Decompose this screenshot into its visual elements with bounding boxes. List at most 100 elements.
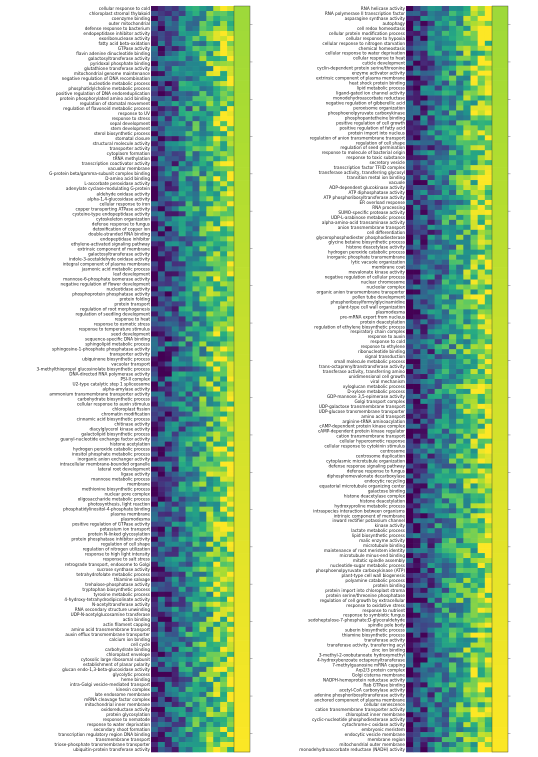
heatmap-cell bbox=[227, 16, 235, 22]
heatmap-cell bbox=[456, 612, 464, 619]
row-label: diphosphomevalonate decarboxylase bbox=[327, 473, 406, 478]
heatmap-cell bbox=[441, 314, 450, 320]
heatmap-cell bbox=[185, 681, 193, 688]
heatmap-cell bbox=[206, 181, 214, 187]
heatmap-cell bbox=[477, 334, 486, 340]
heatmap-cell bbox=[449, 334, 457, 340]
colorbar-segment bbox=[492, 291, 508, 305]
heatmap-cell bbox=[185, 341, 193, 347]
heatmap-cell bbox=[484, 40, 493, 47]
row-label: alpha-amylase activity bbox=[103, 387, 151, 392]
heatmap-cell bbox=[441, 707, 450, 713]
heatmap-cell bbox=[477, 309, 486, 315]
heatmap-cell bbox=[427, 737, 435, 743]
heatmap-cell bbox=[434, 518, 443, 524]
colorbar-frame bbox=[233, 5, 251, 753]
heatmap-cell bbox=[484, 115, 493, 121]
heatmap-cell bbox=[420, 15, 428, 22]
heatmap-cell bbox=[463, 398, 471, 405]
heatmap-cell bbox=[157, 601, 166, 608]
heatmap-cell bbox=[157, 301, 166, 307]
heatmap-cell bbox=[151, 621, 159, 628]
heatmap-cell bbox=[434, 309, 443, 315]
heatmap-cell bbox=[178, 51, 186, 57]
heatmap-cell bbox=[406, 617, 414, 623]
heatmap-cell bbox=[420, 85, 428, 91]
heatmap-cell bbox=[206, 496, 214, 502]
heatmap-cell bbox=[227, 531, 235, 538]
heatmap-cell bbox=[192, 346, 200, 352]
heatmap-cell bbox=[213, 361, 221, 367]
heatmap-cell bbox=[164, 321, 173, 327]
row-label: endocytic vesicle membrane bbox=[345, 732, 406, 737]
heatmap-cell bbox=[449, 418, 457, 425]
heatmap-cell bbox=[406, 398, 414, 405]
heatmap-cell bbox=[477, 90, 486, 96]
heatmap-cell bbox=[192, 461, 200, 467]
heatmap-cell bbox=[171, 711, 179, 718]
heatmap-cell bbox=[185, 536, 193, 543]
heatmap-cell bbox=[171, 416, 179, 422]
heatmap-cell bbox=[192, 131, 200, 137]
heatmap-cell bbox=[427, 180, 435, 186]
heatmap-cell bbox=[463, 592, 471, 599]
heatmap-cell bbox=[434, 448, 443, 454]
heatmap-cell bbox=[192, 206, 200, 212]
heatmap-cell bbox=[441, 468, 450, 474]
heatmap-cell bbox=[206, 71, 214, 77]
row-label: membrane bbox=[127, 482, 150, 487]
heatmap-cell bbox=[484, 393, 493, 400]
heatmap-cell bbox=[456, 602, 464, 609]
heatmap-cell bbox=[185, 336, 193, 342]
heatmap-cell bbox=[470, 339, 478, 345]
heatmap-cell bbox=[427, 40, 435, 47]
heatmap-cell bbox=[151, 506, 159, 512]
heatmap-cell bbox=[477, 572, 486, 579]
heatmap-cell bbox=[484, 239, 493, 246]
row-label: carbohydrate biosynthetic process bbox=[77, 397, 150, 402]
heatmap-cell bbox=[213, 231, 221, 237]
heatmap-cell bbox=[463, 518, 471, 524]
colorbar-segment bbox=[234, 105, 250, 119]
heatmap-cell bbox=[413, 612, 421, 619]
heatmap-cell bbox=[164, 456, 173, 462]
heatmap-cell bbox=[151, 111, 159, 117]
heatmap-cell bbox=[151, 741, 159, 748]
heatmap-cell bbox=[413, 513, 421, 519]
heatmap-cell bbox=[434, 732, 443, 738]
heatmap-cell bbox=[406, 254, 414, 260]
row-label: defense response to fungus bbox=[92, 221, 150, 226]
heatmap-cell bbox=[477, 45, 486, 52]
row-label: sedoheptulose-7-phosphate:D-glyceraldehy… bbox=[308, 618, 405, 623]
heatmap-cell bbox=[151, 131, 159, 137]
colorbar-segment bbox=[234, 354, 250, 367]
heatmap-cell bbox=[199, 546, 207, 553]
heatmap-cell bbox=[213, 696, 221, 703]
heatmap-cell bbox=[427, 473, 435, 479]
heatmap-cell bbox=[484, 572, 493, 579]
heatmap-cell bbox=[227, 311, 235, 317]
heatmap-cell bbox=[164, 381, 173, 387]
heatmap-cell bbox=[434, 697, 443, 703]
heatmap-cell bbox=[220, 741, 228, 748]
heatmap-cell bbox=[477, 513, 486, 519]
heatmap-cell bbox=[406, 374, 414, 380]
heatmap-cell bbox=[470, 135, 478, 141]
heatmap-cell bbox=[449, 115, 457, 121]
heatmap-cell bbox=[185, 16, 193, 22]
heatmap-cell bbox=[199, 101, 207, 107]
heatmap-cell bbox=[199, 516, 207, 522]
heatmap-cell bbox=[206, 266, 214, 272]
heatmap-cell bbox=[449, 135, 457, 141]
heatmap-cell bbox=[178, 181, 186, 187]
heatmap-cell bbox=[178, 531, 186, 538]
heatmap-cell bbox=[484, 175, 493, 181]
heatmap-cell bbox=[484, 443, 493, 449]
heatmap-cell bbox=[178, 261, 186, 267]
heatmap-cell bbox=[406, 423, 414, 430]
heatmap-cell bbox=[157, 606, 166, 613]
heatmap-cell bbox=[199, 521, 207, 527]
heatmap-cell bbox=[484, 677, 493, 683]
colorbar-segment bbox=[234, 30, 250, 44]
heatmap-cell bbox=[463, 204, 471, 211]
